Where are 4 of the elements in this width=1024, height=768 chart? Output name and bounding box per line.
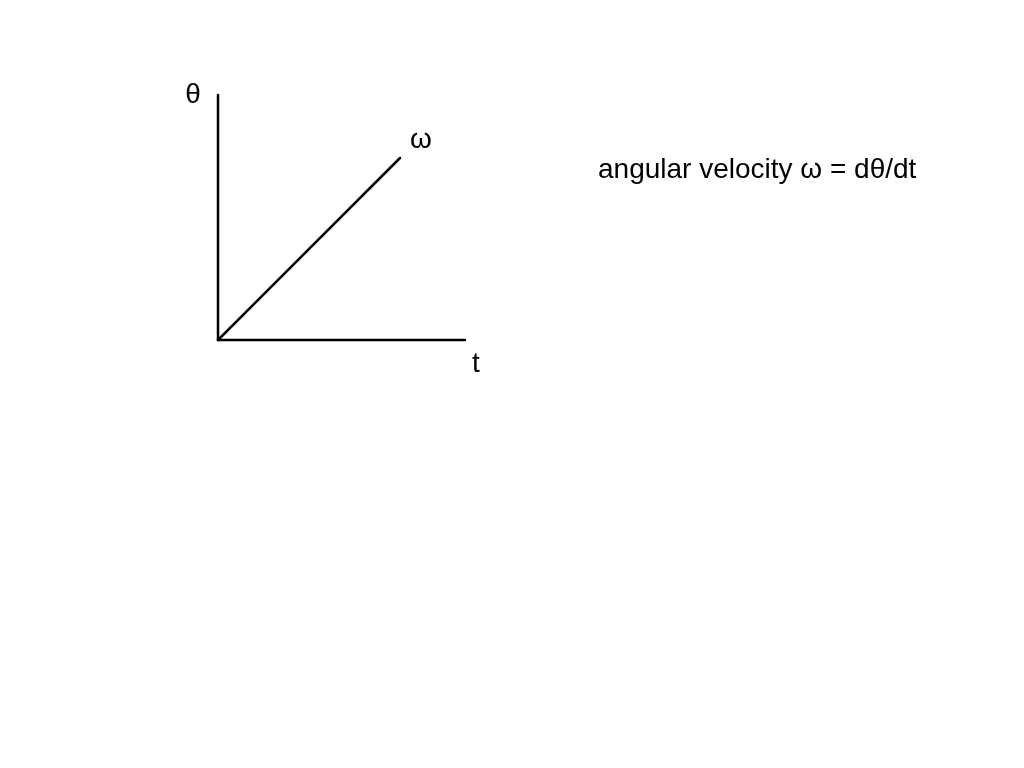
y-axis-title: θ <box>185 78 201 109</box>
series-label: ω <box>410 123 432 154</box>
text: angular velocity ω = dθ/dt <box>598 153 917 184</box>
x-axis-title: t <box>472 347 481 378</box>
